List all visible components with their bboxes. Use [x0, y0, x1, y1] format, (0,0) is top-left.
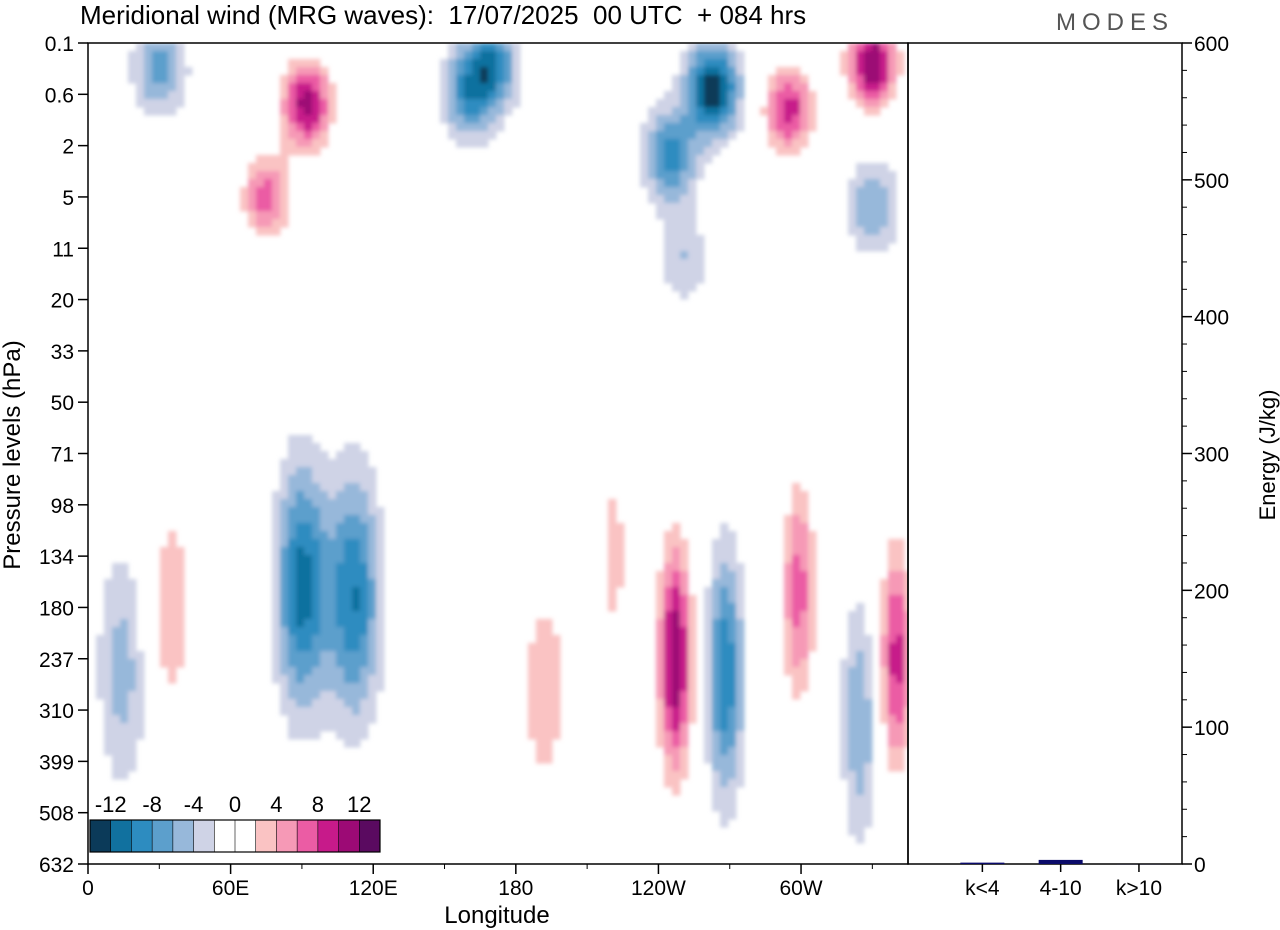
colorbar-swatch	[297, 820, 319, 852]
y-tick-label: 71	[51, 444, 74, 467]
axes: 0.1 0.6 2 5 11 20 33 50 71 98 134 180 237 310 399 508 63…	[39, 33, 1229, 900]
energy-tick-label: 600	[1194, 33, 1229, 56]
colorbar-label: -4	[184, 792, 204, 817]
x-tick-label: 180	[498, 877, 533, 900]
figure-title: Meridional wind (MRG waves): 17/07/2025 …	[80, 0, 807, 30]
wind-contour-field	[96, 43, 908, 844]
colorbar-label: 12	[347, 792, 371, 817]
colorbar-swatch	[235, 820, 257, 852]
colorbar-swatch	[359, 820, 381, 852]
y-tick-label: 0.1	[45, 33, 74, 56]
colorbar-label: 0	[229, 792, 241, 817]
y-tick-label: 134	[39, 546, 74, 569]
y-tick-label: 180	[39, 597, 74, 620]
colorbar-swatch	[255, 820, 277, 852]
x-axis-label: Longitude	[444, 902, 549, 929]
colorbar-swatch	[152, 820, 174, 852]
colorbar-swatch	[110, 820, 132, 852]
colorbar-label: 8	[312, 792, 324, 817]
energy-bar	[1038, 859, 1083, 864]
colorbar-label: -8	[142, 792, 162, 817]
y-tick-label: 50	[51, 392, 74, 415]
modes-logo: MODES	[1056, 9, 1175, 36]
colorbar-swatch	[214, 820, 236, 852]
energy-tick-label: 400	[1194, 307, 1229, 330]
y-tick-label: 399	[39, 751, 74, 774]
y-tick-label: 5	[62, 187, 74, 210]
energy-bars: k<4 4-10 k>10	[960, 859, 1162, 900]
x-tick-label: 60E	[212, 877, 249, 900]
colorbar-label: -12	[95, 792, 127, 817]
x-tick-label: 60W	[779, 877, 822, 900]
energy-tick-label: 0	[1194, 854, 1206, 877]
energy-tick-label: 100	[1194, 717, 1229, 740]
energy-tick-label: 200	[1194, 580, 1229, 603]
x-tick-label: 120W	[631, 877, 686, 900]
colorbar-swatch	[338, 820, 360, 852]
y-tick-label: 98	[51, 495, 74, 518]
y-tick-label: 2	[62, 136, 74, 159]
energy-bar	[960, 862, 1005, 864]
colorbar-swatch	[317, 820, 339, 852]
colorbar-label: 4	[270, 792, 282, 817]
x-tick-label: 0	[82, 877, 94, 900]
energy-tick-label: 300	[1194, 444, 1229, 467]
energy-category-label: k>10	[1116, 877, 1162, 900]
colorbar-swatch	[193, 820, 215, 852]
y-tick-label: 33	[51, 341, 74, 364]
y-tick-label: 632	[39, 854, 74, 877]
colorbar-swatch	[90, 820, 112, 852]
y-tick-label: 310	[39, 700, 74, 723]
y-tick-label: 237	[39, 649, 74, 672]
energy-axis-label: Energy (J/kg)	[1255, 390, 1280, 521]
colorbar-legend: -12 -8 -4 0 4 8 12	[89, 792, 381, 853]
y-axis-label: Pressure levels (hPa)	[0, 340, 26, 569]
energy-category-label: k<4	[965, 877, 1000, 900]
x-tick-label: 120E	[349, 877, 398, 900]
energy-tick-label: 500	[1194, 170, 1229, 193]
y-tick-label: 0.6	[45, 84, 74, 107]
y-tick-label: 20	[51, 290, 74, 313]
colorbar-swatch	[276, 820, 298, 852]
colorbar-swatch	[172, 820, 194, 852]
main-plot-frame	[87, 42, 909, 865]
energy-category-label: 4-10	[1040, 877, 1082, 900]
energy-plot-frame	[907, 42, 1183, 865]
y-tick-label: 11	[52, 238, 74, 261]
colorbar-swatch	[131, 820, 153, 852]
y-tick-label: 508	[39, 803, 74, 826]
